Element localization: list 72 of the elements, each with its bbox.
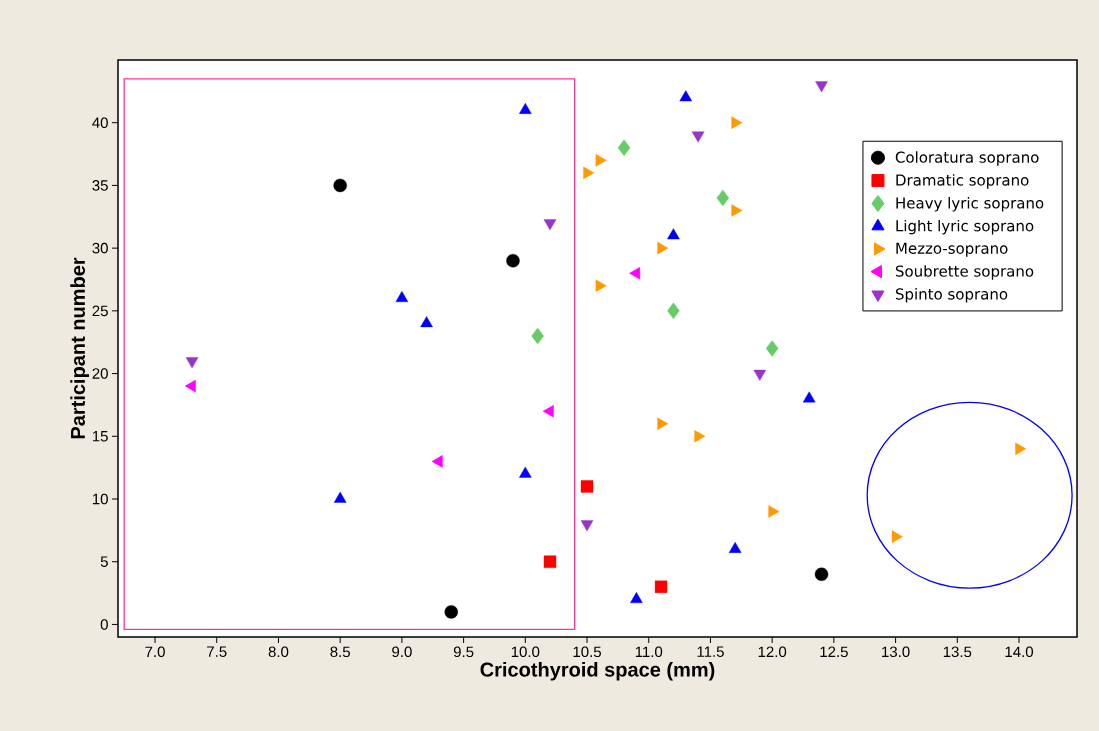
x-tick-label: 7.5	[207, 646, 227, 657]
y-tick-label: 15	[92, 431, 108, 442]
legend-label: Light lyric soprano	[896, 219, 1034, 235]
legend-label: Dramatic soprano	[896, 174, 1029, 189]
x-tick-label: 8.5	[330, 646, 350, 658]
legend-label: Mezzo-soprano	[896, 242, 1008, 257]
point	[444, 605, 458, 619]
point	[395, 291, 409, 303]
y-tick-label: 20	[92, 368, 108, 379]
point	[654, 580, 668, 594]
point	[630, 592, 643, 604]
point	[583, 166, 595, 180]
point	[543, 555, 557, 568]
point	[731, 204, 743, 217]
point	[580, 480, 594, 493]
point	[333, 491, 347, 503]
point	[595, 279, 607, 293]
point	[506, 253, 520, 268]
point	[694, 430, 706, 443]
point	[657, 241, 669, 255]
point	[768, 505, 780, 518]
point	[728, 541, 742, 553]
point	[731, 116, 743, 129]
legend-label: Coloratura soprano	[895, 151, 1039, 166]
point	[679, 90, 693, 102]
point	[891, 530, 903, 543]
x-tick-label: 9.5	[453, 646, 474, 658]
x-tick-label: 7.0	[145, 646, 165, 658]
y-tick-label: 35	[92, 180, 108, 191]
x-axis-title: Cricothyroid space (mm)	[480, 661, 715, 681]
point	[420, 316, 433, 328]
x-tick-label: 13.0	[882, 646, 910, 658]
y-tick-label: 5	[100, 556, 108, 567]
x-tick-label: 10.0	[511, 646, 540, 658]
x-tick-label: 11.5	[697, 646, 724, 657]
y-tick-label: 40	[92, 117, 108, 128]
point	[802, 391, 816, 403]
point	[765, 340, 779, 357]
point	[753, 369, 767, 381]
point	[617, 139, 631, 156]
point	[519, 466, 532, 478]
x-tick-label: 8.0	[268, 646, 289, 658]
legend-label: Soubrette soprano	[895, 265, 1034, 280]
x-tick-label: 12.0	[758, 646, 787, 658]
point	[629, 266, 641, 280]
point	[657, 417, 669, 431]
x-tick-label: 10.5	[573, 646, 601, 658]
y-tick-label: 0	[100, 619, 108, 630]
point	[531, 327, 544, 345]
y-tick-label: 30	[92, 242, 108, 254]
legend-label: Spinto soprano	[895, 288, 1008, 303]
x-tick-label: 13.5	[943, 646, 972, 658]
x-tick-label: 9.0	[392, 646, 412, 658]
point	[667, 228, 680, 240]
y-axis-title: Participant number	[70, 257, 89, 439]
y-tick-label: 10	[92, 493, 108, 505]
point	[595, 154, 607, 167]
x-tick-label: 14.0	[1005, 646, 1034, 658]
point	[543, 219, 557, 231]
point	[815, 81, 828, 93]
point	[814, 567, 829, 581]
point	[667, 302, 680, 320]
x-tick-label: 12.5	[820, 646, 848, 658]
point	[333, 178, 347, 193]
x-tick-label: 11.0	[635, 646, 663, 658]
point	[716, 189, 729, 207]
point	[691, 131, 705, 143]
point	[184, 379, 196, 393]
point	[431, 455, 443, 468]
legend-label: Heavy lyric soprano	[896, 197, 1044, 212]
point	[1015, 442, 1027, 456]
y-tick-label: 25	[92, 305, 108, 317]
